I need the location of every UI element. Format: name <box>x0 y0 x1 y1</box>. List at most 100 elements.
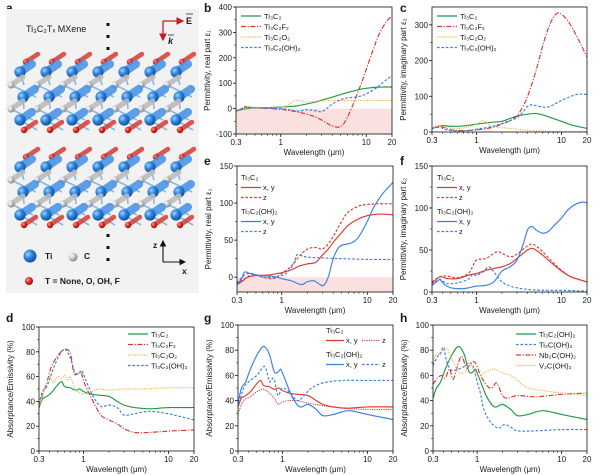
ti-atom <box>170 209 182 221</box>
x-tick-label: 1 <box>474 136 479 145</box>
stack-dot <box>106 23 110 26</box>
x-tick-label: 1 <box>279 296 284 305</box>
x-axis-title: Wavelength (μm) <box>285 306 346 315</box>
field-arrows: E k <box>159 13 193 46</box>
y-tick-label: 40 <box>225 397 234 406</box>
x-tick-label: 10 <box>363 455 372 464</box>
x-tick-label: 20 <box>389 455 398 464</box>
t-atom <box>72 126 80 134</box>
y-axis-title: Absorptance/Emissivity (%) <box>6 340 15 438</box>
x-tick-label: 20 <box>389 296 398 305</box>
x-tick-label: 20 <box>583 455 592 464</box>
legend-t-label: T = None, O, OH, F <box>45 276 120 286</box>
ti-atom <box>14 114 26 126</box>
y-tick-label: 200 <box>219 54 233 63</box>
x-tick-label: 10 <box>363 296 372 305</box>
stack-dot <box>106 246 110 249</box>
ti-atom <box>92 114 104 126</box>
x-axis-title: Wavelength (μm) <box>285 465 346 474</box>
legend-ti-label: Ti <box>45 251 52 261</box>
y-tick-label: 150 <box>415 162 429 171</box>
y-tick-label: 60 <box>420 371 429 380</box>
legend-group-header: Ti₃C₂(OH)₂ <box>241 207 278 216</box>
ti-atom <box>92 209 104 221</box>
y-tick-label: 100 <box>415 92 429 101</box>
x-tick-label: 0.3 <box>230 138 242 147</box>
legend-label: x, y <box>263 183 275 192</box>
legend-label: Ti₃C₂F₂ <box>460 22 485 31</box>
panel-a-structure: a Ti₃C₂Tₓ MXene E k z x <box>6 1 199 293</box>
series-group <box>238 345 393 421</box>
t-atom <box>20 221 28 229</box>
c-atom <box>7 176 15 184</box>
ti-atom-icon <box>23 249 37 263</box>
legend-label: z <box>382 360 386 369</box>
legend-label: Ti₃C₂F₂ <box>151 340 176 349</box>
legend-label: Ti₃C₂O₂ <box>460 33 486 42</box>
x-tick-label: 10 <box>164 455 173 464</box>
legend-label: V₂C(OH)₂ <box>539 361 572 370</box>
series-group <box>432 12 587 132</box>
t-atom <box>46 126 54 134</box>
t-atom <box>98 221 106 229</box>
y-tick-label: 100 <box>415 204 429 213</box>
stacking-dots-top <box>106 23 110 50</box>
legend-label: x, y <box>459 183 471 192</box>
y-tick-label: 60 <box>26 373 35 382</box>
x-tick-label: 1 <box>81 455 86 464</box>
y-tick-label: -100 <box>216 130 233 139</box>
y-tick-label: 150 <box>220 162 234 171</box>
series-line-e-0 <box>237 213 393 286</box>
stack-dot <box>106 35 110 38</box>
series-line-h-3 <box>433 346 587 397</box>
series-group <box>433 345 587 432</box>
y-axis-title: Absorptance/Emissivity (%) <box>400 339 409 437</box>
panel-letter-f: f <box>400 154 405 168</box>
x-tick-label: 0.3 <box>427 455 439 464</box>
series-line-f-0 <box>432 247 587 285</box>
x-tick-label: 1 <box>474 296 479 305</box>
series-group <box>432 201 587 292</box>
t-atom <box>150 221 158 229</box>
ti-atom <box>40 209 52 221</box>
series-line-e-3 <box>237 253 393 284</box>
x-tick-label: 20 <box>583 136 592 145</box>
z-axis-label: z <box>153 240 157 250</box>
y-tick-label: 0 <box>424 128 429 137</box>
series-line-f-2 <box>432 201 587 290</box>
structure-title: Ti₃C₂Tₓ MXene <box>26 24 86 34</box>
x-tick-label: 20 <box>190 455 199 464</box>
series-group <box>237 181 393 287</box>
chart-panel-h: h 0.3 1 10 20 0 20 40 60 80 100 Wavelength (μm) Abso… <box>400 311 592 474</box>
x-tick-label: 10 <box>557 136 566 145</box>
y-tick-label: 300 <box>219 28 233 37</box>
y-tick-label: 40 <box>26 397 35 406</box>
c-atom <box>7 81 15 89</box>
mxene-slab <box>7 51 197 134</box>
legend-label: x, y <box>263 217 275 226</box>
x-tick-label: 0.3 <box>426 296 438 305</box>
stack-dot <box>106 47 110 50</box>
legend-label: Nb₂C(OH)₂ <box>539 351 576 360</box>
x-axis-title: Wavelength (μm) <box>479 146 540 155</box>
chart-panel-d: d 0.3 1 10 20 0 20 40 60 80 100 Wavelength (μm) Abso… <box>6 311 199 474</box>
y-axis-title: Permittivity, real part ε₁ <box>203 30 212 111</box>
y-tick-label: 0 <box>229 273 234 282</box>
series-line-h-2 <box>433 355 587 399</box>
y-tick-label: 200 <box>415 57 429 66</box>
y-tick-label: 0 <box>424 288 429 297</box>
legend-label: x, y <box>346 360 358 369</box>
ti-atom <box>14 209 26 221</box>
legend-label: Ti₃C₂(OH)₂ <box>539 330 576 339</box>
y-tick-label: 0 <box>228 105 233 114</box>
series-line-b-2 <box>236 99 392 112</box>
series-line-d-3 <box>39 348 194 421</box>
